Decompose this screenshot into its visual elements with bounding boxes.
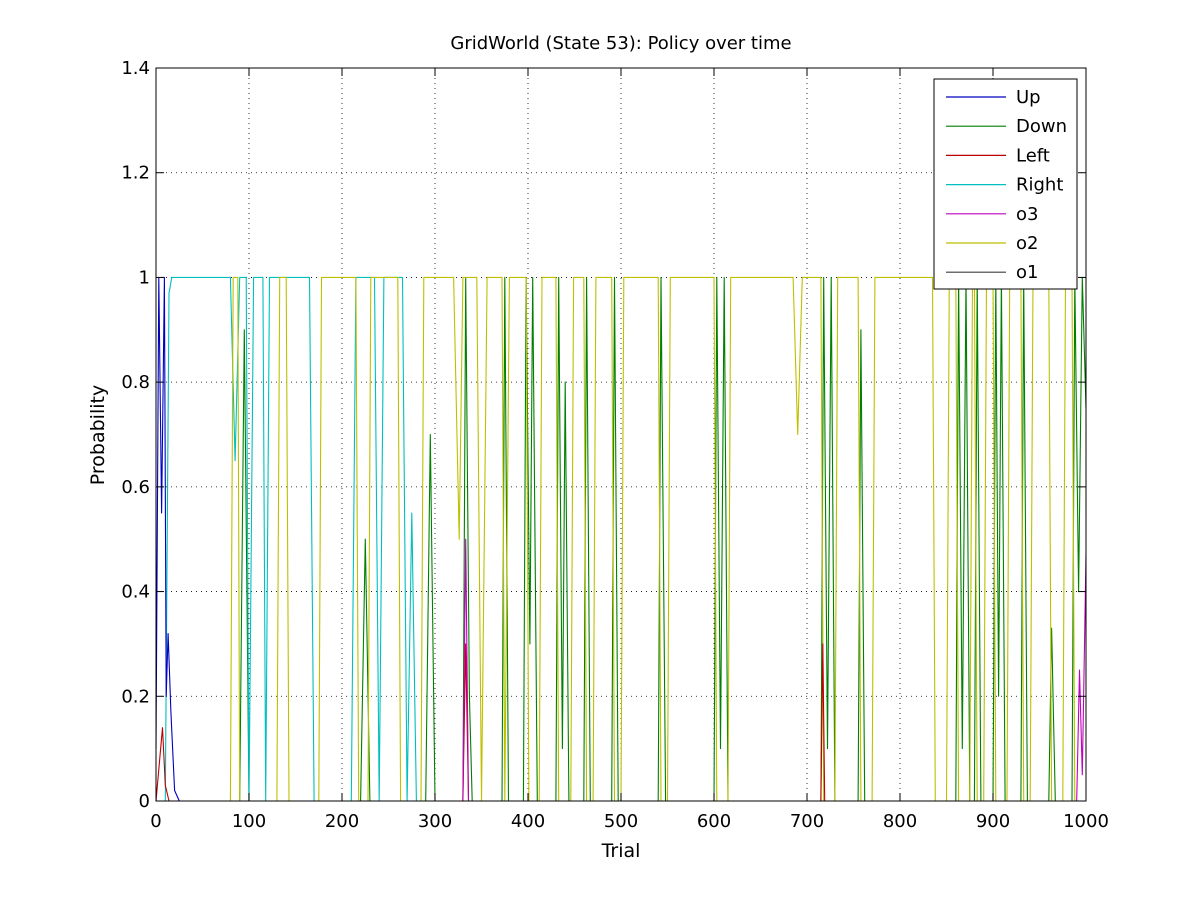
legend-label-right: Right [1016,175,1063,196]
y-tick-label: 1 [139,267,150,288]
chart-title: GridWorld (State 53): Policy over time [450,33,791,54]
x-tick-label: 700 [790,811,824,832]
y-axis-label: Probability [87,385,109,485]
legend-label-left: Left [1016,145,1050,166]
x-tick-label: 800 [883,811,917,832]
x-tick-label: 600 [697,811,731,832]
legend-label-up: Up [1016,87,1041,108]
legend: Up Down Left Right o3 o2 o1 [933,78,1078,290]
x-tick-label: 300 [418,811,452,832]
series-line-left [155,643,1086,802]
legend-label-o1: o1 [1016,262,1038,283]
x-tick-label: 500 [604,811,638,832]
x-tick-label: 200 [325,811,359,832]
y-tick-label: 1.2 [121,163,150,184]
legend-label-o2: o2 [1016,233,1038,254]
x-axis-label: Trial [601,840,641,862]
axis-ticks [155,67,1087,802]
y-tick-label: 0.2 [121,686,150,707]
x-tick-label: 0 [150,811,161,832]
legend-label-down: Down [1016,116,1067,137]
y-tick-label: 0.6 [121,477,150,498]
x-tick-label: 900 [976,811,1010,832]
y-tick-label: 1.4 [121,58,150,79]
x-tick-labels: 0 100 200 300 400 500 600 700 800 900 1000 [150,811,1109,832]
y-tick-label: 0.8 [121,372,150,393]
y-tick-label: 0 [139,791,150,812]
legend-label-o3: o3 [1016,204,1038,225]
y-tick-labels: 0 0.2 0.4 0.6 0.8 1 1.2 1.4 [121,58,150,812]
series-line-up [155,276,1086,802]
x-tick-label: 100 [232,811,266,832]
x-tick-label: 1000 [1063,811,1109,832]
x-tick-label: 400 [511,811,545,832]
y-tick-label: 0.4 [121,582,150,603]
